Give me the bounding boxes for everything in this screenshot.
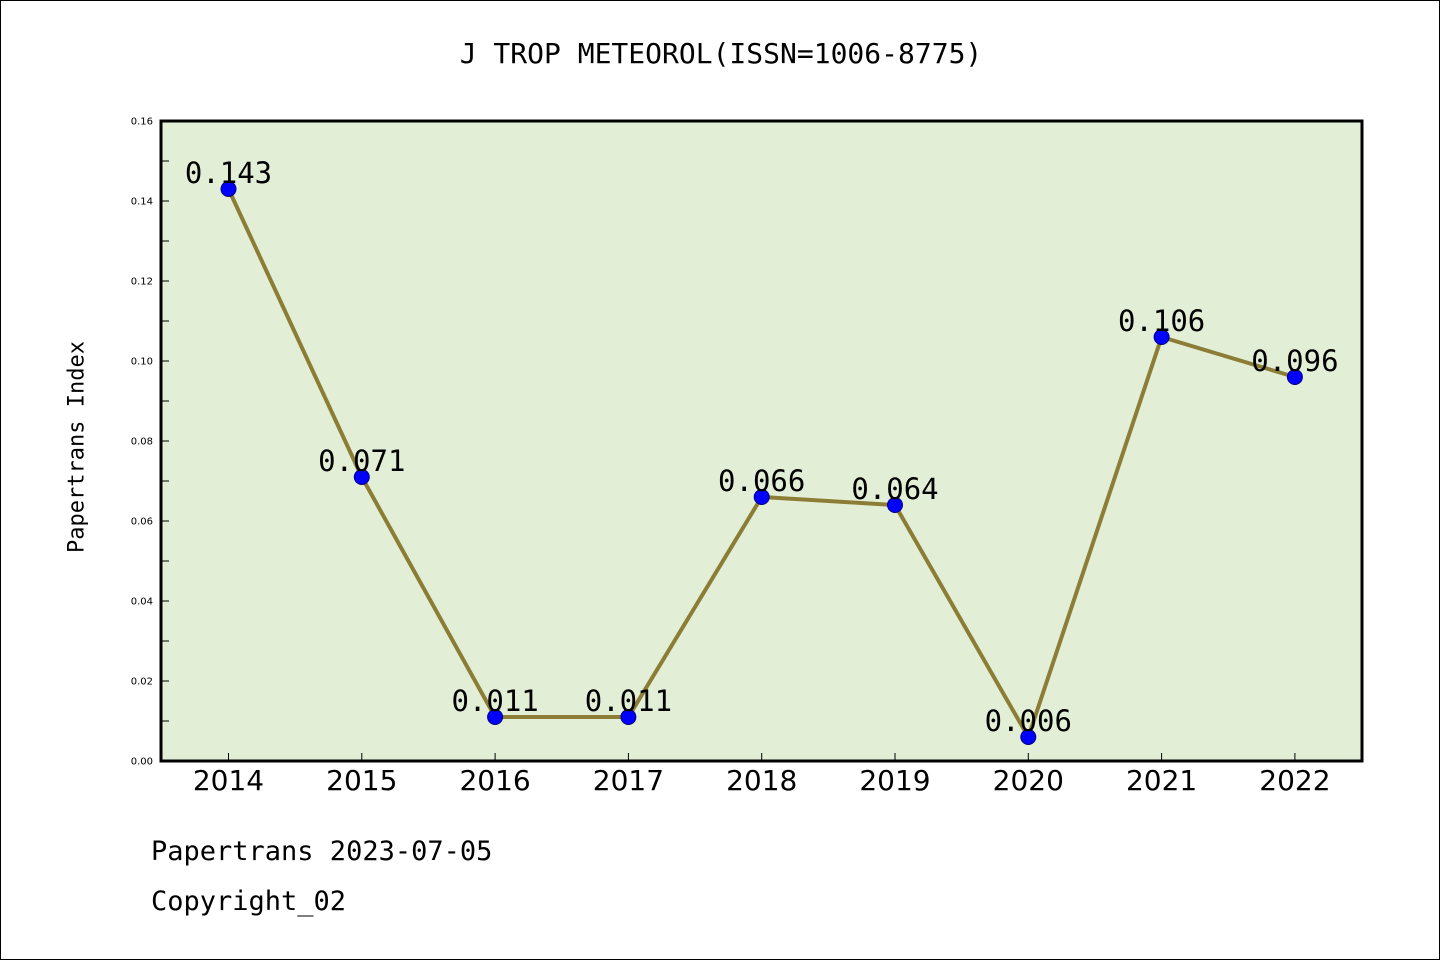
data-point: [620, 709, 637, 725]
footer-copyright: Copyright_02: [151, 886, 347, 917]
y-tick-label: 0.08: [131, 437, 153, 448]
y-tick-label: 0.06: [131, 517, 153, 528]
data-label: 0.006: [985, 704, 1072, 738]
plot-area: [161, 121, 1362, 761]
chart-title: J TROP METEOROL(ISSN=1006-8775): [459, 37, 983, 70]
data-point: [1020, 729, 1037, 745]
x-tick-label: 2021: [1126, 764, 1197, 797]
x-tick-label: 2015: [326, 764, 397, 797]
data-point: [1286, 369, 1303, 385]
footer-date: Papertrans 2023-07-05: [151, 836, 493, 867]
x-tick-label: 2014: [193, 764, 264, 797]
y-tick-label: 0.10: [131, 357, 153, 368]
x-tick-label: 2018: [726, 764, 797, 797]
data-point: [887, 497, 903, 513]
data-point: [353, 469, 370, 485]
y-tick-label: 0.02: [131, 677, 153, 688]
data-point: [220, 181, 237, 197]
x-tick-label: 2020: [993, 764, 1064, 797]
plot-frame: [159, 119, 1364, 763]
data-label: 0.011: [451, 684, 538, 718]
data-label: 0.096: [1251, 344, 1338, 378]
data-point: [1153, 329, 1170, 345]
data-label: 0.066: [718, 464, 805, 498]
data-label: 0.071: [318, 444, 405, 478]
x-tick-label: 2017: [593, 764, 664, 797]
x-tick-label: 2022: [1259, 764, 1330, 797]
y-tick-label: 0.04: [131, 597, 153, 608]
x-tick-label: 2019: [859, 764, 930, 797]
data-label: 0.064: [851, 472, 938, 506]
data-point: [487, 709, 504, 725]
data-label: 0.011: [585, 684, 672, 718]
data-point: [753, 489, 770, 505]
x-tick-label: 2016: [459, 764, 530, 797]
y-tick-label: 0.00: [131, 757, 153, 768]
data-label: 0.106: [1118, 304, 1205, 338]
y-tick-label: 0.12: [131, 277, 153, 288]
data-label: 0.143: [185, 156, 272, 190]
y-tick-label: 0.14: [131, 197, 153, 208]
y-tick-label: 0.16: [131, 117, 153, 128]
